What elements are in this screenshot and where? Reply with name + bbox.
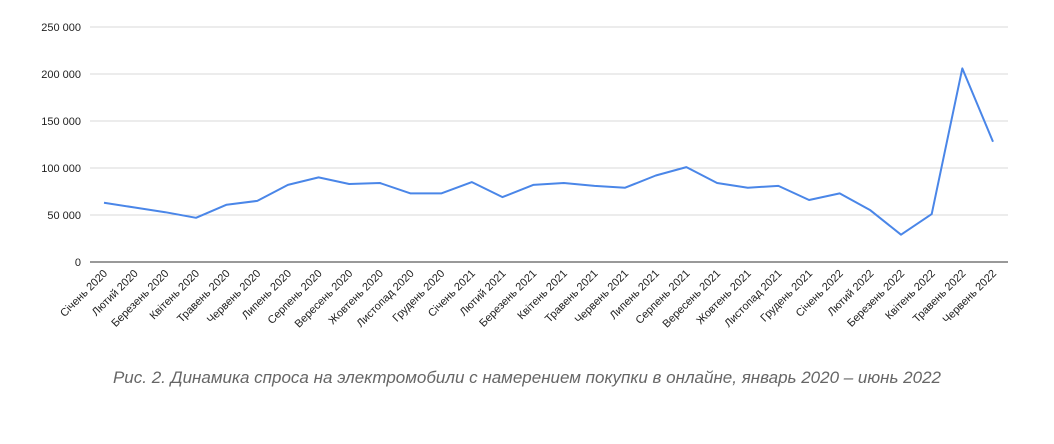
- y-axis-ticks: 0 50 000 100 000 150 000 200 000 250 000: [41, 22, 81, 269]
- line-chart: 0 50 000 100 000 150 000 200 000 250 000 Січе…: [41, 22, 1008, 331]
- y-tick-label: 250 000: [41, 22, 81, 34]
- x-tick-label: Червень 2021: [573, 268, 632, 327]
- x-tick-label: Червень 2020: [205, 268, 264, 327]
- grid-lines: [90, 26, 1008, 216]
- figure-caption: Рис. 2. Динамика спроса на электромобили…: [112, 368, 942, 387]
- y-tick-label: 100 000: [41, 163, 81, 175]
- demand-line: [103, 67, 994, 236]
- x-tick-label: Серпень 2020: [266, 268, 325, 327]
- x-tick-label: Червень 2022: [941, 268, 1000, 327]
- y-tick-label: 200 000: [41, 69, 81, 81]
- x-tick-label: Серпень 2021: [633, 268, 692, 327]
- y-tick-label: 50 000: [47, 210, 81, 222]
- y-tick-label: 0: [75, 257, 81, 269]
- y-tick-label: 150 000: [41, 116, 81, 128]
